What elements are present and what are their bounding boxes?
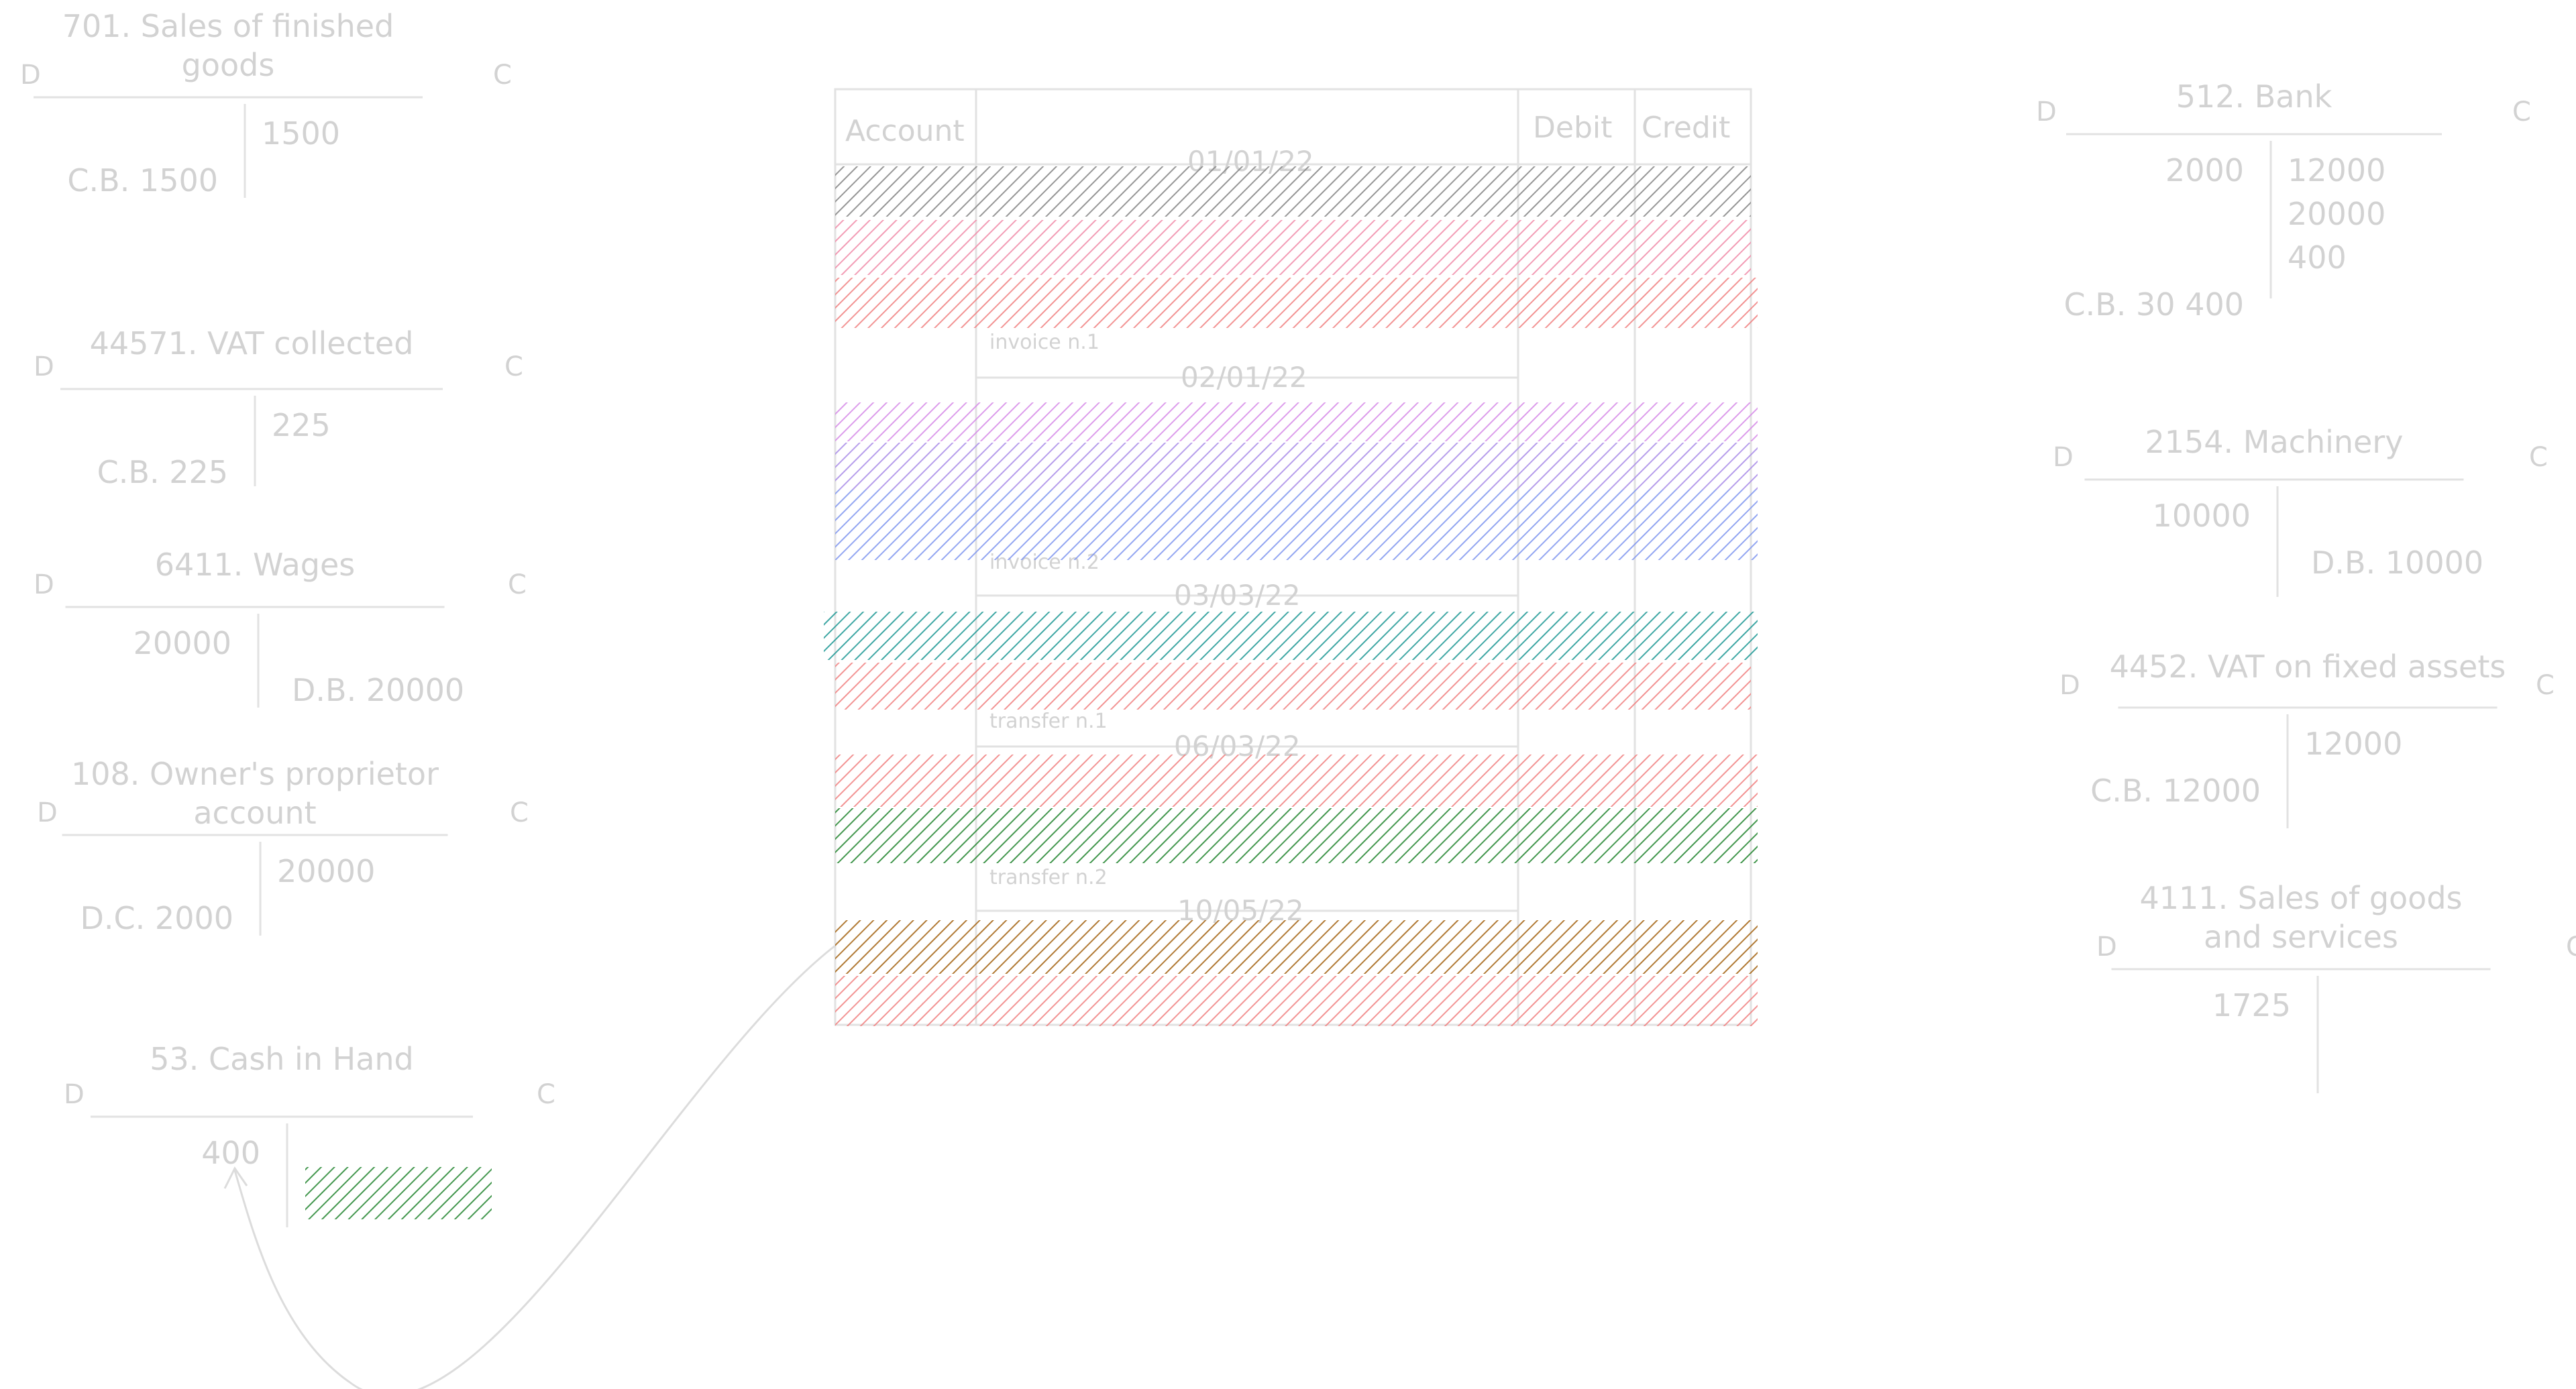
t-account-credit-entry: 1500 bbox=[262, 115, 340, 152]
t-account-balance: D.B. 10000 bbox=[2311, 545, 2483, 581]
t-account-balance: D.B. 20000 bbox=[292, 672, 464, 708]
t-account-debit-label: D bbox=[2053, 442, 2074, 473]
t-account-credit-entry: 20000 bbox=[277, 853, 375, 889]
t-account: 53. Cash in Hand D C 400 bbox=[64, 1041, 555, 1227]
entry-band-purple bbox=[835, 402, 1758, 441]
journal-document: transfer n.2 bbox=[989, 866, 1108, 889]
journal-date: 03/03/22 bbox=[1174, 579, 1301, 612]
t-account-credit-label: C bbox=[2529, 442, 2548, 473]
t-account-title: 108. Owner's proprietor bbox=[71, 756, 439, 792]
journal-entry-bands bbox=[824, 166, 1758, 1026]
t-account-title: account bbox=[193, 795, 316, 831]
entry-band-teal bbox=[824, 612, 1758, 660]
t-account-title: 512. Bank bbox=[2176, 78, 2332, 115]
entry-band-blue bbox=[835, 490, 1758, 560]
entry-band-red bbox=[835, 663, 1751, 710]
t-account-balance: D.C. 2000 bbox=[80, 900, 233, 936]
entry-band-brown bbox=[835, 920, 1758, 974]
t-account-credit-label: C bbox=[2536, 670, 2555, 701]
t-account-debit-label: D bbox=[34, 351, 54, 382]
t-account: 6411. Wages D C 20000 D.B. 20000 bbox=[34, 547, 527, 708]
t-account-credit-entry: 12000 bbox=[2288, 152, 2385, 188]
journal-header-account: Account bbox=[845, 114, 965, 148]
entry-band-gray bbox=[835, 166, 1751, 217]
entry-band-green bbox=[835, 808, 1758, 863]
t-account-debit-entry: 10000 bbox=[2153, 498, 2251, 534]
t-account-balance: C.B. 30 400 bbox=[2064, 286, 2245, 323]
t-account-credit-label: C bbox=[510, 797, 529, 828]
t-account-title: goods bbox=[182, 47, 275, 83]
t-account-title: 4111. Sales of goods bbox=[2140, 880, 2463, 916]
t-account-credit-entry: 12000 bbox=[2304, 726, 2402, 762]
journal-header-debit: Debit bbox=[1533, 111, 1612, 145]
t-account-debit-label: D bbox=[37, 797, 58, 828]
t-account-credit-label: C bbox=[2566, 932, 2576, 962]
t-account-debit-label: D bbox=[34, 569, 54, 600]
arrowhead-icon bbox=[223, 1166, 248, 1189]
entry-band-red bbox=[835, 755, 1758, 807]
t-account-title: 53. Cash in Hand bbox=[150, 1041, 414, 1077]
cash-note-highlight bbox=[305, 1167, 492, 1219]
t-account-debit-entry: 400 bbox=[201, 1135, 260, 1171]
t-account-credit-label: C bbox=[504, 351, 523, 382]
t-account-title: 44571. VAT collected bbox=[90, 325, 414, 362]
t-account-balance: C.B. 12000 bbox=[2090, 773, 2261, 809]
t-account-debit-label: D bbox=[20, 60, 41, 91]
connector-arrow bbox=[233, 944, 836, 1389]
entry-band-pink bbox=[835, 220, 1751, 275]
entry-band-lavender bbox=[835, 443, 1758, 490]
t-account-debit-entry: 2000 bbox=[2165, 152, 2244, 188]
t-account-balance: C.B. 1500 bbox=[67, 162, 218, 199]
journal-document: invoice n.1 bbox=[989, 331, 1099, 354]
journal-header-credit: Credit bbox=[1642, 111, 1730, 145]
t-account-credit-label: C bbox=[493, 60, 512, 91]
t-account-debit-entry: 20000 bbox=[133, 625, 231, 661]
t-account-debit-label: D bbox=[2096, 932, 2117, 962]
t-account-title: and services bbox=[2204, 919, 2398, 955]
t-account-title: 701. Sales of finished bbox=[62, 8, 394, 44]
t-account-credit-entry: 225 bbox=[272, 407, 331, 443]
t-account-debit-label: D bbox=[2059, 670, 2080, 701]
t-account-credit-label: C bbox=[2512, 97, 2531, 127]
t-account-credit-entry: 20000 bbox=[2288, 196, 2385, 232]
t-account-title: 2154. Machinery bbox=[2145, 424, 2403, 460]
t-account-balance: C.B. 225 bbox=[97, 454, 228, 490]
t-account: 4452. VAT on fixed assets D C 12000 C.B. 120… bbox=[2059, 649, 2555, 828]
t-account: 44571. VAT collected D C 225 C.B. 225 bbox=[34, 325, 523, 490]
t-account-credit-entry: 400 bbox=[2288, 239, 2347, 276]
t-account-title: 6411. Wages bbox=[155, 547, 356, 583]
t-account-credit-label: C bbox=[508, 569, 527, 600]
entry-band-red bbox=[835, 278, 1758, 328]
journal-document: transfer n.1 bbox=[989, 710, 1108, 733]
journal-date: 02/01/22 bbox=[1181, 361, 1307, 394]
t-account-title: 4452. VAT on fixed assets bbox=[2110, 649, 2506, 685]
t-account: 512. Bank D C 2000 12000 20000 400 C.B. 30 400 bbox=[2036, 78, 2531, 323]
t-account-debit-label: D bbox=[64, 1079, 85, 1110]
entry-band-red bbox=[835, 976, 1758, 1026]
t-account: 2154. Machinery D C 10000 D.B. 10000 bbox=[2053, 424, 2548, 597]
t-account-debit-entry: 1725 bbox=[2212, 987, 2291, 1023]
t-account-debit-label: D bbox=[2036, 97, 2057, 127]
t-account-credit-label: C bbox=[537, 1079, 555, 1110]
